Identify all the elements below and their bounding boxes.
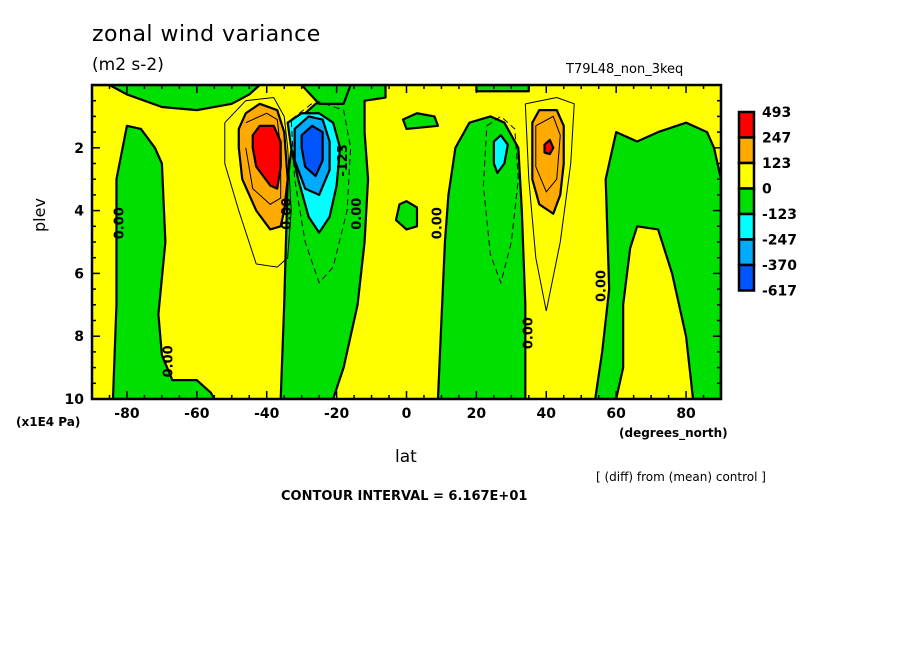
chart-title: zonal wind variance [92, 22, 321, 47]
colorbar-swatch [737, 110, 756, 139]
x-tick-label: -40 [254, 406, 280, 422]
contour-line-4 [524, 97, 575, 312]
contour-label: 0.00 [595, 270, 610, 302]
contour-label: 0.00 [280, 198, 295, 230]
contour-line-5 [535, 115, 561, 193]
contour-region-6 [436, 115, 527, 399]
contour-region-16 [543, 138, 555, 156]
contour-label: 0.00 [350, 198, 365, 230]
x-axis-label: lat [395, 447, 417, 467]
contour-label: 0.00 [521, 317, 536, 349]
y-tick-label: 8 [74, 329, 84, 345]
run-label: T79L48_non_3keq [566, 62, 684, 77]
x-axis-units: (degrees_north) [619, 426, 728, 440]
y-tick-label: 2 [74, 141, 84, 157]
x-tick-label: 40 [537, 406, 557, 422]
chart-units: (m2 s-2) [92, 55, 164, 75]
y-tick-label: 10 [65, 392, 85, 408]
colorbar-label: -370 [762, 258, 797, 274]
contour-label: 0.00 [112, 207, 127, 239]
x-tick-label: 0 [402, 406, 412, 422]
x-tick-label: 20 [467, 406, 487, 422]
colorbar-label: -123 [762, 207, 797, 223]
colorbar-swatch [737, 238, 756, 267]
contour-interval: CONTOUR INTERVAL = 6.167E+01 [281, 489, 528, 504]
contour-line-3 [482, 115, 519, 285]
colorbar-label: -617 [762, 284, 797, 300]
colorbar: 493 247 123 0 -123 -247 -370 -617 [737, 105, 797, 300]
colorbar-swatch [737, 187, 756, 216]
y-tick-label: 6 [74, 266, 84, 282]
contour-region-14 [492, 134, 509, 175]
contour-line-1 [245, 112, 282, 205]
x-tick-label: -20 [324, 406, 350, 422]
contour-label: -123 [336, 144, 351, 177]
contour-region-4 [394, 200, 419, 231]
colorbar-swatch [737, 212, 756, 241]
diff-footnote: [ (diff) from (mean) control ] [596, 470, 766, 484]
contour-line-0 [224, 97, 292, 268]
contour-region-0 [92, 85, 261, 112]
colorbar-label: 123 [762, 156, 791, 172]
colorbar-swatch [737, 161, 756, 190]
contour-region-13 [300, 124, 324, 178]
colorbar-swatch [737, 263, 756, 292]
colorbar-label: 247 [762, 131, 791, 147]
x-tick-label: -60 [184, 406, 210, 422]
contour-label: 0.00 [430, 207, 445, 239]
y-axis-units: (x1E4 Pa) [16, 415, 81, 429]
y-tick-label: 4 [74, 204, 84, 220]
contour-line-2 [290, 100, 352, 284]
contour-region-1 [111, 124, 216, 399]
contour-region-5 [401, 112, 440, 131]
x-tick-label: 60 [606, 406, 626, 422]
colorbar-label: -247 [762, 233, 797, 249]
colorbar-label: 0 [762, 182, 772, 198]
contour-label: 0.00 [161, 345, 176, 377]
x-tick-label: 80 [676, 406, 696, 422]
x-tick-label: -80 [114, 406, 140, 422]
contour-region-15 [531, 109, 565, 215]
contour-region-3 [300, 85, 352, 105]
colorbar-swatch [737, 136, 756, 165]
contour-region-7 [594, 121, 721, 399]
colorbar-label: 493 [762, 105, 791, 121]
contour-region-10 [251, 124, 282, 190]
